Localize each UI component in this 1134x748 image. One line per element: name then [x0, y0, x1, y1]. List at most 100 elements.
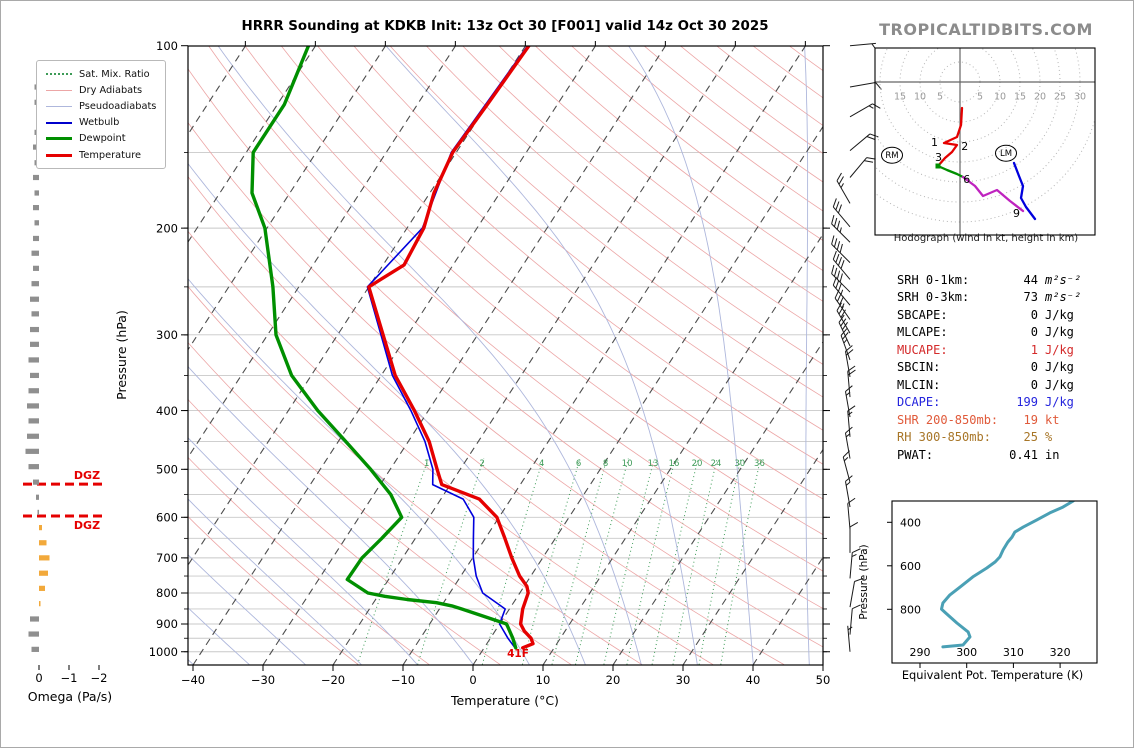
legend-sample-dewpoint: [46, 137, 72, 141]
temp-tick-label: 10: [536, 673, 551, 687]
dgz-label: DGZ: [74, 469, 100, 482]
omega-bar: [39, 601, 41, 607]
wind-barb: [844, 345, 854, 378]
omega-bar: [33, 479, 39, 485]
stat-row: SHR 200-850mb: 19 kt: [897, 412, 1095, 429]
thetae-yaxis-label: Pressure (hPa): [858, 544, 870, 619]
thetae-ytick-label: 400: [900, 516, 921, 529]
omega-bar: [34, 190, 39, 196]
stat-row: SRH 0-1km: 44 m²s⁻²: [897, 272, 1095, 289]
omega-bar: [33, 205, 39, 211]
pressure-tick-label: 200: [156, 221, 178, 235]
surface-temp: 41F: [507, 648, 529, 660]
thetae-panel: 400 600 800 290 300 310 320 Pressure (hPa): [858, 500, 1098, 668]
temp-tick-label: 20: [606, 673, 621, 687]
storm-motion-marker: RM: [885, 151, 898, 161]
legend-item: Dry Adiabats: [46, 82, 156, 98]
skewt-background: [188, 46, 823, 665]
pressure-tick-label: 500: [156, 463, 178, 477]
hodo-ring-label: 15: [894, 92, 906, 103]
stat-unit: J/kg: [1045, 325, 1074, 340]
stat-row: DCAPE: 199 J/kg: [897, 394, 1095, 411]
stat-unit: J/kg: [1045, 342, 1074, 357]
stat-label: SHR 200-850mb:: [897, 412, 999, 427]
hodo-ring-label: 25: [1054, 92, 1066, 103]
stat-unit: %: [1045, 430, 1053, 445]
thetae-xtick-label: 320: [1050, 646, 1071, 659]
legend-sample-pseudo: [46, 105, 72, 107]
legend-item: Dewpoint: [46, 131, 156, 147]
wind-barb: [844, 426, 853, 459]
stat-unit: J/kg: [1045, 360, 1074, 375]
omega-bar: [28, 357, 39, 363]
wind-barb: [831, 215, 851, 243]
skewt-yaxis-label: Pressure (hPa): [114, 310, 129, 400]
stat-value: 25: [1023, 430, 1038, 445]
stat-label: MLCIN:: [897, 377, 941, 392]
stat-value: 0: [1030, 360, 1038, 375]
stat-unit: kt: [1045, 412, 1060, 427]
thetae-xtick-label: 300: [956, 646, 977, 659]
svg-text:4: 4: [539, 459, 544, 469]
stat-row: MUCAPE: 1 J/kg: [897, 342, 1095, 359]
hodo-height-label: 1: [931, 136, 938, 149]
omega-tick-label: 0: [35, 671, 42, 685]
hodo-height-label: 6: [963, 173, 970, 186]
stat-label: RH 300-850mb:: [897, 430, 991, 445]
hodo-trace-6-9: [961, 175, 1025, 213]
omega-bar: [28, 464, 39, 470]
mixratio-labels: 1 2 4 6 8 10 13 16 20 24 30 36: [424, 459, 765, 469]
wind-barb: [831, 235, 851, 263]
omega-bar: [39, 570, 48, 576]
storm-motion-marker: LM: [1000, 149, 1012, 159]
hodo-height-label: 9: [1013, 207, 1020, 220]
wind-barb: [849, 604, 861, 635]
svg-text:1: 1: [424, 459, 429, 469]
dgz-markers: DGZ DGZ: [23, 469, 103, 532]
omega-bar: [31, 250, 39, 256]
wind-barb: [831, 264, 851, 293]
dewpoint-curve: [250, 46, 518, 650]
omega-bar: [31, 646, 39, 652]
stat-row: MLCAPE: 0 J/kg: [897, 324, 1095, 341]
wind-barb: [838, 314, 851, 347]
omega-bar: [33, 265, 39, 271]
hodo-ring-label: 5: [977, 92, 983, 103]
thetae-xtick-label: 310: [1003, 646, 1024, 659]
temp-tick-label: 30: [676, 673, 691, 687]
stat-label: MUCAPE:: [897, 342, 948, 357]
omega-bar: [39, 540, 47, 546]
stat-label: SRH 0-3km:: [897, 290, 970, 305]
legend-label: Dewpoint: [79, 133, 126, 145]
legend-label: Dry Adiabats: [79, 84, 143, 96]
omega-bar: [30, 326, 39, 333]
omega-bar: [36, 494, 39, 500]
omega-bar: [37, 509, 39, 516]
temp-tick-label: −10: [391, 673, 415, 687]
temp-tick-label: 0: [469, 673, 476, 687]
temp-tick-label: 50: [816, 673, 831, 687]
hodo-trace-0-3: [936, 106, 964, 168]
hodo-height-label: 3: [935, 151, 942, 164]
wind-barb: [849, 103, 881, 118]
omega-bar: [33, 174, 39, 181]
stat-unit: J/kg: [1045, 395, 1074, 410]
legend-label: Sat. Mix. Ratio: [79, 68, 150, 80]
wind-barb: [849, 157, 876, 178]
legend-item: Sat. Mix. Ratio: [46, 66, 156, 82]
svg-text:2: 2: [480, 459, 485, 469]
svg-text:24: 24: [711, 459, 722, 469]
omega-bar: [27, 433, 39, 439]
omega-bar: [39, 525, 42, 531]
wind-barb: [847, 365, 856, 398]
omega-tick-label: −2: [91, 671, 108, 685]
svg-text:30: 30: [734, 459, 745, 469]
omega-bar: [33, 235, 39, 242]
stat-unit: J/kg: [1045, 307, 1074, 322]
pressure-tick-label: 900: [156, 617, 178, 631]
stat-value: 0: [1030, 307, 1038, 322]
legend-item: Temperature: [46, 147, 156, 163]
pressure-tick-label: 1000: [149, 645, 178, 659]
